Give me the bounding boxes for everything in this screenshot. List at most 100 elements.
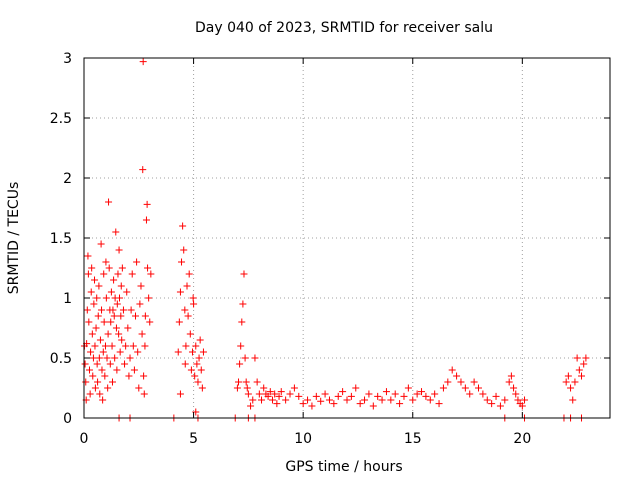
data-point	[92, 324, 100, 332]
data-point	[143, 200, 151, 208]
data-point	[347, 392, 355, 400]
data-point	[91, 342, 99, 350]
data-point	[97, 240, 105, 248]
data-point	[409, 396, 417, 404]
data-point	[88, 264, 96, 272]
data-point	[391, 390, 399, 398]
data-point	[84, 270, 92, 278]
data-point	[138, 330, 146, 338]
data-point	[330, 400, 338, 408]
data-point	[461, 384, 469, 392]
data-point	[396, 400, 404, 408]
data-point	[197, 366, 205, 374]
data-point	[567, 384, 575, 392]
x-tick-label: 20	[513, 431, 531, 447]
data-point	[457, 378, 465, 386]
data-point	[304, 396, 312, 404]
data-point	[98, 366, 106, 374]
data-point	[277, 388, 285, 396]
data-point	[192, 342, 200, 350]
data-point	[235, 378, 243, 386]
data-point	[135, 384, 143, 392]
data-point	[496, 402, 504, 410]
data-point	[575, 366, 583, 374]
data-point	[102, 258, 110, 266]
data-point	[146, 318, 154, 326]
data-point	[179, 222, 187, 230]
data-point	[127, 306, 135, 314]
data-point	[81, 360, 89, 368]
data-point	[573, 354, 581, 362]
data-point	[124, 324, 132, 332]
data-point	[268, 396, 276, 404]
data-point	[100, 318, 108, 326]
y-tick-label: 0	[63, 411, 72, 427]
data-point	[334, 392, 342, 400]
data-point	[295, 392, 303, 400]
data-point	[85, 366, 93, 374]
data-point	[378, 396, 386, 404]
data-point	[86, 390, 94, 398]
data-point	[247, 402, 255, 410]
data-point	[183, 282, 191, 290]
data-point	[186, 330, 194, 338]
data-point	[103, 354, 111, 362]
data-point	[271, 390, 279, 398]
data-point	[253, 378, 261, 386]
data-point	[128, 270, 136, 278]
data-point	[196, 336, 204, 344]
data-point	[308, 402, 316, 410]
data-point	[102, 294, 110, 302]
data-point	[266, 388, 274, 396]
data-point	[178, 258, 186, 266]
data-point	[85, 318, 93, 326]
data-point	[290, 384, 298, 392]
data-point	[312, 392, 320, 400]
data-point	[237, 342, 245, 350]
data-point	[582, 354, 590, 362]
data-point	[505, 378, 513, 386]
data-point	[126, 354, 134, 362]
data-point	[251, 354, 259, 362]
data-point	[352, 384, 360, 392]
data-point	[175, 318, 183, 326]
data-point	[137, 282, 145, 290]
data-point	[418, 388, 426, 396]
data-point	[189, 294, 197, 302]
data-point	[382, 388, 390, 396]
data-point	[488, 400, 496, 408]
data-point	[99, 348, 107, 356]
data-point	[321, 390, 329, 398]
data-point	[242, 378, 250, 386]
data-point	[108, 342, 116, 350]
x-tick-label: 0	[80, 431, 89, 447]
data-point	[453, 372, 461, 380]
data-point	[139, 58, 147, 66]
data-point	[176, 288, 184, 296]
data-point	[115, 330, 123, 338]
data-point	[116, 348, 124, 356]
x-tick-label: 10	[294, 431, 312, 447]
data-point	[89, 354, 97, 362]
data-point	[317, 397, 325, 405]
data-point	[145, 294, 153, 302]
y-tick-label: 3	[63, 51, 72, 67]
data-point	[431, 390, 439, 398]
data-point	[112, 228, 120, 236]
data-point	[181, 360, 189, 368]
data-point	[107, 288, 115, 296]
data-point	[101, 342, 109, 350]
data-point	[187, 366, 195, 374]
grid	[84, 58, 610, 418]
data-point	[147, 270, 155, 278]
data-point	[361, 396, 369, 404]
y-tick-label: 1.5	[50, 231, 72, 247]
data-point	[282, 396, 290, 404]
data-point	[479, 390, 487, 398]
data-point	[90, 300, 98, 308]
data-point	[413, 390, 421, 398]
data-point	[188, 348, 196, 356]
data-point	[94, 378, 102, 386]
data-point	[118, 264, 126, 272]
